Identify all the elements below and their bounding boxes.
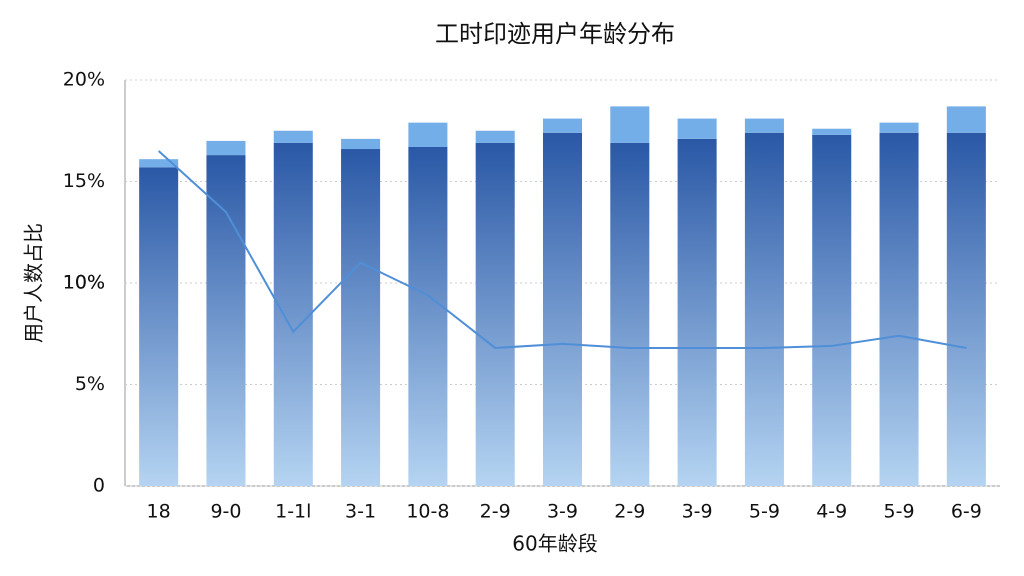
- chart-title: 工时印迹用户年龄分布: [435, 20, 675, 48]
- bar-segment: [744, 132, 784, 486]
- x-tick-label: 4-9: [816, 501, 847, 523]
- x-tick-label: 3-9: [547, 501, 578, 523]
- y-tick-label: 20%: [63, 69, 105, 91]
- y-axis-label: 用户人数占比: [22, 223, 46, 343]
- bar-segment: [341, 138, 381, 150]
- bar-segment: [408, 122, 448, 147]
- bar-segment: [610, 142, 650, 486]
- y-tick-label: 0: [93, 475, 105, 497]
- x-tick-label: 3-1: [345, 501, 376, 523]
- x-tick-label: 2-9: [614, 501, 645, 523]
- bar-segment: [475, 130, 515, 143]
- bar-segment: [812, 128, 852, 135]
- x-tick-label: 2-9: [480, 501, 511, 523]
- bar-segment: [879, 122, 919, 133]
- x-tick-label: 5-9: [884, 501, 915, 523]
- bar-segment: [341, 149, 381, 486]
- bar-segment: [542, 132, 583, 486]
- x-tick-label: 6-9: [951, 501, 982, 523]
- x-tick-label: 9-0: [210, 501, 241, 523]
- bar-segment: [475, 142, 515, 486]
- x-tick-label: 10-8: [406, 501, 449, 523]
- bar-segment: [139, 159, 179, 168]
- trend-line: [157, 150, 967, 349]
- y-tick-label: 15%: [63, 170, 105, 192]
- bar-segment: [946, 106, 986, 133]
- bar-segment: [677, 138, 717, 486]
- bar-segment: [879, 132, 919, 486]
- bar-segment: [408, 146, 448, 487]
- bar-segment: [946, 132, 986, 486]
- bar-segment: [610, 106, 650, 143]
- bar-segment: [273, 130, 313, 143]
- y-tick-label: 10%: [63, 272, 105, 294]
- x-tick-label: 18: [147, 501, 171, 523]
- bar-segment: [206, 140, 246, 156]
- bar-segment: [677, 118, 717, 139]
- x-axis-label: 60年龄段: [512, 532, 597, 556]
- bar-segment: [542, 118, 583, 133]
- bar-segment: [206, 155, 246, 487]
- y-tick-label: 10%: [63, 272, 105, 294]
- y-tick-label: 5%: [75, 373, 105, 395]
- bar-segment: [273, 142, 313, 486]
- x-tick-label: 3-9: [682, 501, 713, 523]
- x-tick-label: 1-1l: [275, 501, 311, 523]
- bar-segment: [744, 118, 784, 133]
- x-tick-label: 5-9: [749, 501, 780, 523]
- bar-segment: [139, 167, 179, 487]
- bar-segment: [812, 134, 852, 486]
